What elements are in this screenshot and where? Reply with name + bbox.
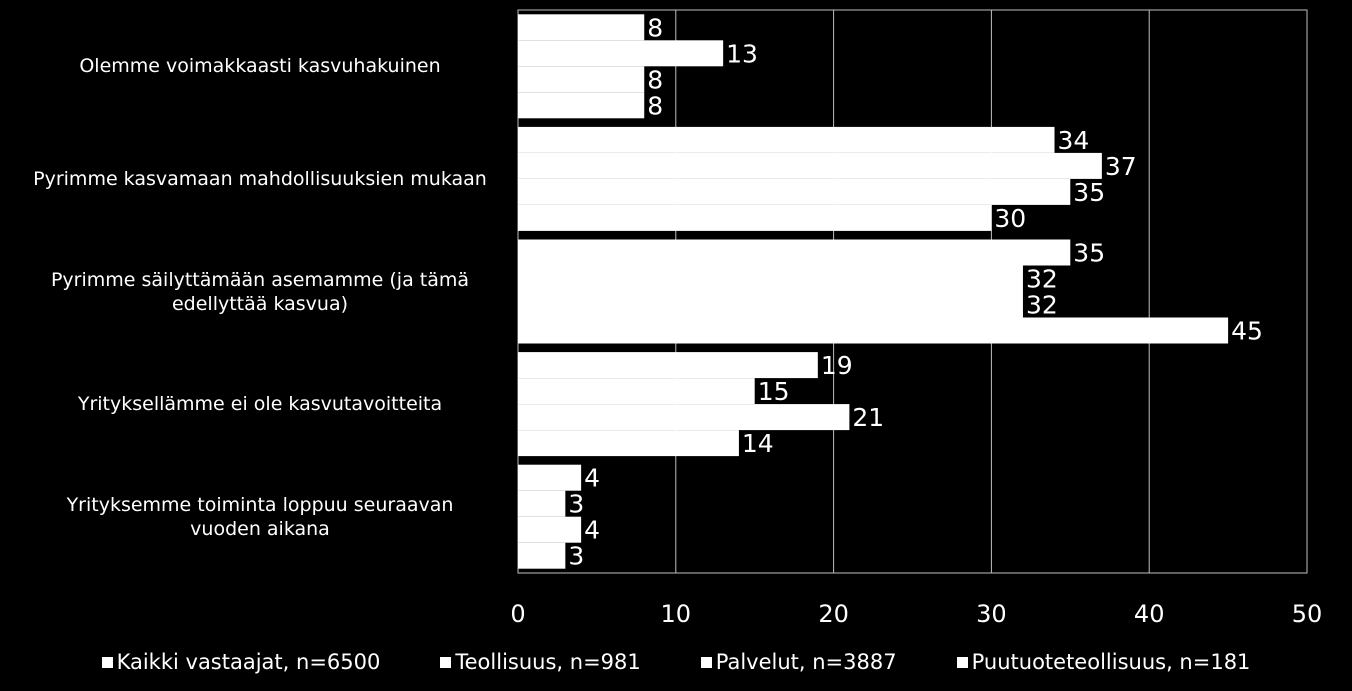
category-label-line: Pyrimme kasvamaan mahdollisuuksien mukaa… xyxy=(33,167,487,190)
data-label: 3 xyxy=(568,542,584,571)
data-label: 8 xyxy=(647,65,663,94)
data-label: 21 xyxy=(852,403,884,432)
data-label: 15 xyxy=(758,377,790,406)
legend-label: Kaikki vastaajat, n=6500 xyxy=(116,650,381,674)
legend-label: Palvelut, n=3887 xyxy=(715,650,897,674)
legend-item: Puutuoteteollisuus, n=181 xyxy=(956,650,1251,674)
bar xyxy=(518,404,850,431)
bar xyxy=(518,239,1071,266)
legend-label: Teollisuus, n=981 xyxy=(455,650,641,674)
legend-swatch xyxy=(101,656,113,668)
category-label-line: Yrityksellämme ei ole kasvutavoitteita xyxy=(77,393,443,416)
data-label: 13 xyxy=(726,39,758,68)
bar xyxy=(518,204,992,231)
category-label: Yrityksellämme ei ole kasvutavoitteita xyxy=(20,392,500,416)
bar xyxy=(518,265,1023,292)
bar xyxy=(518,542,566,569)
legend-label: Puutuoteteollisuus, n=181 xyxy=(971,650,1251,674)
category-label: Pyrimme kasvamaan mahdollisuuksien mukaa… xyxy=(20,167,500,191)
legend: Kaikki vastaajat, n=6500 Teollisuus, n=98… xyxy=(0,646,1352,678)
data-label: 35 xyxy=(1073,239,1105,268)
legend-item: Teollisuus, n=981 xyxy=(440,650,641,674)
category-label: Olemme voimakkaasti kasvuhakuinen xyxy=(20,54,500,78)
data-label: 14 xyxy=(742,429,774,458)
category-label-line: Pyrimme säilyttämään asemamme (ja tämä xyxy=(50,268,470,291)
data-label: 45 xyxy=(1231,317,1263,346)
x-tick-label: 50 xyxy=(1292,600,1323,628)
data-label: 34 xyxy=(1058,126,1090,155)
bar xyxy=(518,152,1102,179)
bar xyxy=(518,126,1055,153)
data-label: 35 xyxy=(1073,178,1105,207)
bar xyxy=(518,40,724,67)
category-label: Yrityksemme toiminta loppuu seuraavan vuo… xyxy=(20,493,500,541)
data-label: 32 xyxy=(1026,291,1058,320)
data-label: 8 xyxy=(647,91,663,120)
x-tick-label: 30 xyxy=(976,600,1007,628)
x-tick-label: 40 xyxy=(1134,600,1165,628)
bar xyxy=(518,490,566,517)
bar xyxy=(518,430,739,457)
data-label: 8 xyxy=(647,13,663,42)
category-label-line: Yrityksemme toiminta loppuu seuraavan xyxy=(66,493,454,516)
bar xyxy=(518,66,645,93)
category-label-line: vuoden aikana xyxy=(190,517,330,540)
data-label: 32 xyxy=(1026,265,1058,294)
data-label: 3 xyxy=(568,490,584,519)
category-label-line: Olemme voimakkaasti kasvuhakuinen xyxy=(79,55,441,78)
legend-swatch xyxy=(700,656,712,668)
bar xyxy=(518,92,645,119)
data-label: 30 xyxy=(994,204,1026,233)
legend-item: Palvelut, n=3887 xyxy=(700,650,897,674)
data-label: 19 xyxy=(821,351,853,380)
x-tick-label: 20 xyxy=(818,600,849,628)
legend-item: Kaikki vastaajat, n=6500 xyxy=(101,650,381,674)
data-label: 4 xyxy=(584,464,600,493)
bar xyxy=(518,464,582,491)
data-label: 37 xyxy=(1105,152,1137,181)
bar xyxy=(518,352,818,379)
bar xyxy=(518,516,582,543)
legend-swatch xyxy=(956,656,968,668)
category-label: Pyrimme säilyttämään asemamme (ja tämä ed… xyxy=(20,268,500,316)
legend-swatch xyxy=(440,656,452,668)
bar xyxy=(518,178,1071,205)
bar xyxy=(518,291,1023,318)
bar xyxy=(518,14,645,41)
category-label-line: edellyttää kasvua) xyxy=(171,292,349,315)
data-label: 4 xyxy=(584,516,600,545)
bar xyxy=(518,317,1229,344)
bar xyxy=(518,378,755,405)
x-tick-label: 10 xyxy=(661,600,692,628)
x-tick-label: 0 xyxy=(510,600,525,628)
